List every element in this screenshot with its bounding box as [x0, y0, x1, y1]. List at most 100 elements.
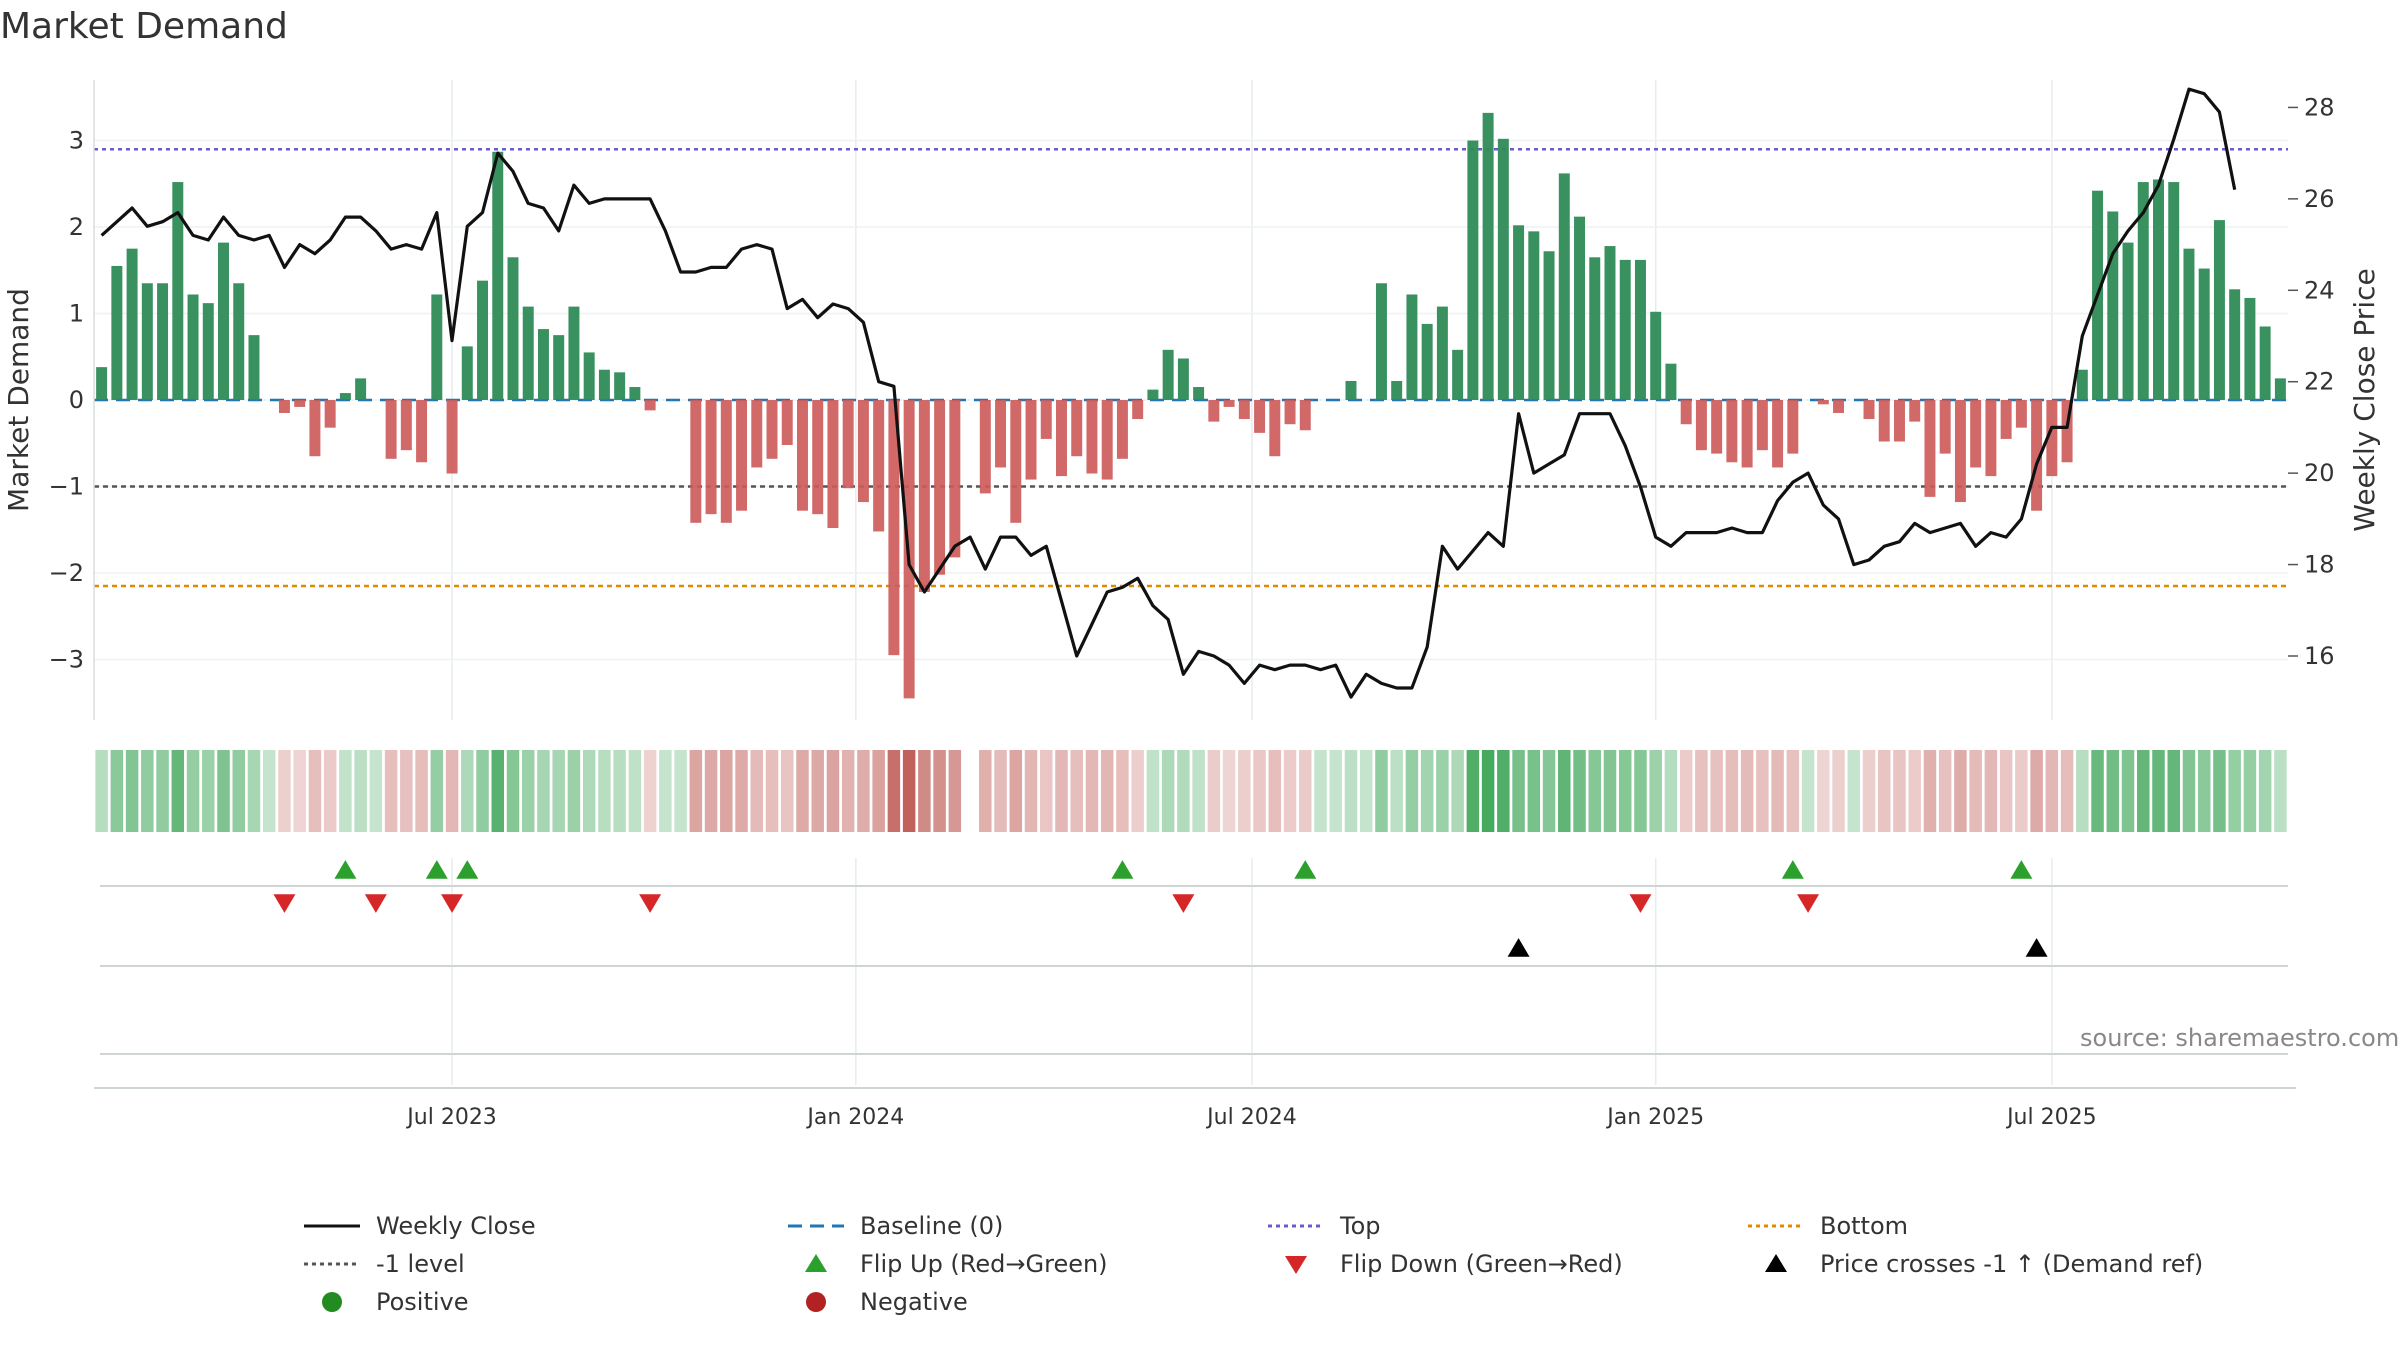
heat-cell [369, 750, 383, 832]
demand-bar [2015, 400, 2027, 428]
demand-bar [873, 400, 885, 532]
left-tick-label: 1 [69, 300, 84, 328]
legend-item: Flip Up (Red→Green) [784, 1246, 1108, 1282]
demand-bar [2213, 220, 2225, 400]
demand-bar [1116, 400, 1128, 459]
heat-cell [415, 750, 428, 832]
demand-bar [2244, 297, 2256, 400]
x-tick-label: Jul 2025 [2005, 1105, 2097, 1130]
right-tick-label: 16 [2304, 642, 2335, 670]
demand-bar [1375, 283, 1387, 400]
legend-item: Top [1264, 1208, 1381, 1244]
demand-bar [1193, 387, 1205, 400]
cross-up-marker [2025, 938, 2048, 957]
heat-cell [613, 750, 626, 832]
demand-bar [1513, 225, 1525, 400]
heat-cell [293, 750, 306, 832]
y-axis-label-right: Weekly Close Price [2348, 268, 2381, 531]
demand-bar [614, 372, 626, 400]
demand-bar [2168, 182, 2180, 400]
heat-cell [2076, 750, 2089, 832]
heat-cell [1969, 750, 1982, 832]
demand-bar [1619, 259, 1631, 400]
heat-cell [202, 750, 215, 832]
right-tick-label: 20 [2304, 459, 2335, 487]
heat-cell [796, 750, 809, 832]
heat-cell [1283, 750, 1297, 832]
demand-bar [1010, 400, 1022, 523]
demand-bar [1391, 380, 1403, 400]
heat-cell [521, 750, 535, 832]
legend-item: Negative [784, 1284, 968, 1320]
demand-bar [1680, 400, 1692, 425]
heat-cell [2106, 750, 2120, 832]
flip-up-marker [1294, 860, 1317, 879]
heat-cell [1268, 750, 1282, 832]
y-axis-label-left: Market Demand [2, 288, 35, 512]
demand-bar [1086, 400, 1098, 474]
right-tick-label: 18 [2304, 551, 2335, 579]
demand-bar [644, 400, 656, 411]
heat-cell [2197, 750, 2211, 832]
legend-label: Negative [860, 1288, 968, 1316]
heat-cell [339, 750, 352, 832]
demand-bar [1162, 349, 1174, 400]
demand-bar [218, 242, 229, 400]
heat-cell [1710, 750, 1723, 832]
demand-bar [461, 346, 473, 400]
heat-cell [780, 750, 794, 832]
legend-label: Price crosses -1 ↑ (Demand ref) [1820, 1250, 2204, 1278]
heat-cell [1040, 750, 1053, 832]
demand-bar [553, 335, 565, 400]
legend-symbol-icon [1268, 1224, 1324, 1228]
heat-cell [1862, 750, 1876, 832]
heat-cell [1329, 750, 1342, 832]
legend-label: -1 level [376, 1250, 465, 1278]
demand-bar [187, 294, 199, 400]
legend-triangle-up [805, 1254, 827, 1272]
flip-up-marker [456, 860, 479, 879]
heat-cell [1009, 750, 1023, 832]
heat-cell [1542, 750, 1556, 832]
x-tick-label: Jul 2023 [405, 1105, 497, 1130]
heat-cell [2152, 750, 2165, 832]
demand-bar [1071, 400, 1083, 457]
demand-bar [2000, 400, 2012, 439]
heat-cell [1512, 750, 1525, 832]
demand-bar [2259, 326, 2271, 400]
demand-bar [842, 400, 854, 489]
heat-cell [323, 750, 337, 832]
flip-down-marker [364, 894, 387, 913]
demand-bar [796, 400, 808, 511]
heat-cell [567, 750, 581, 832]
demand-bar [1543, 251, 1555, 400]
heat-cell [1024, 750, 1038, 832]
right-tick-label: 24 [2304, 276, 2335, 304]
heat-cell [186, 750, 200, 832]
demand-bar [1772, 400, 1784, 468]
demand-bar [522, 306, 534, 400]
heat-cell [1405, 750, 1419, 832]
demand-bar [751, 400, 763, 468]
close-line-layer [100, 87, 2237, 699]
right-tick-label: 26 [2304, 185, 2335, 213]
heat-cell [1116, 750, 1129, 832]
demand-bar [339, 393, 351, 400]
heat-cell [1573, 750, 1586, 832]
x-tick-label: Jan 2024 [805, 1105, 904, 1130]
legend-label: Weekly Close [376, 1212, 536, 1240]
right-tick-label: 22 [2304, 368, 2335, 396]
demand-bar [1909, 400, 1921, 422]
heat-cell [506, 750, 520, 832]
heat-cell [1801, 750, 1815, 832]
heat-cell [217, 750, 230, 832]
legend-symbol-icon [806, 1292, 826, 1312]
heat-cell [811, 750, 824, 832]
right-tick-label: 28 [2304, 93, 2335, 121]
demand-bar [1665, 363, 1677, 400]
flip-down-marker [1629, 894, 1652, 913]
heat-cell [2258, 750, 2272, 832]
heat-cell [2137, 750, 2150, 832]
heat-cell [2213, 750, 2226, 832]
